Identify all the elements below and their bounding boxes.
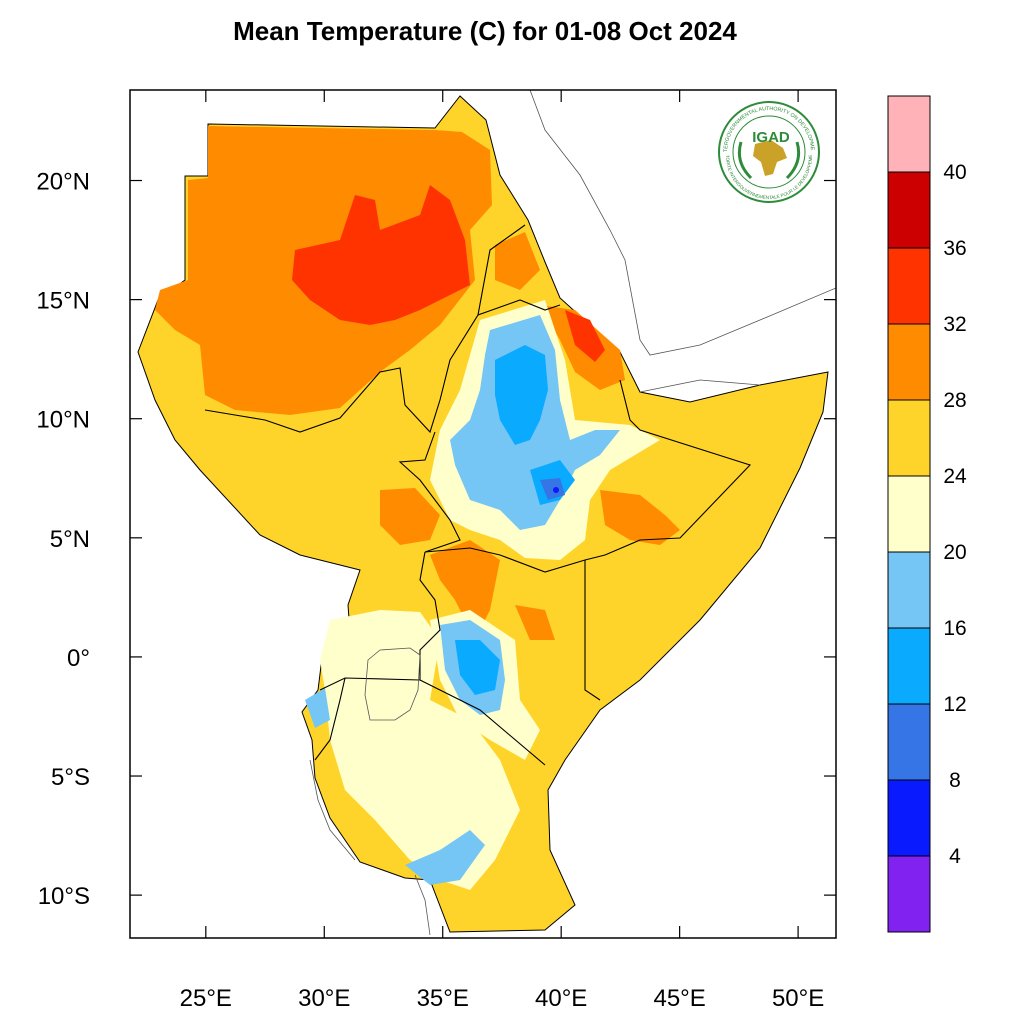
neighbour-outlines: [309, 90, 836, 936]
africa-map-icon: [753, 140, 787, 176]
colorbar-swatch: [887, 399, 931, 477]
map-title: Mean Temperature (C) for 01-08 Oct 2024: [233, 16, 737, 46]
lat-tick-label: 5°S: [51, 764, 90, 791]
colorbar-label: 40: [943, 161, 966, 184]
laurel-icon: [737, 141, 801, 180]
lon-tick-label: 50°E: [772, 985, 824, 1012]
colorbar-label: 8: [949, 769, 961, 792]
zone-28-32-somali: [600, 490, 680, 545]
colorbar-swatch: [887, 247, 931, 325]
lon-tick-label: 45°E: [653, 985, 705, 1012]
colorbar-label: 36: [943, 237, 966, 260]
zone-16-20-tanzania: [405, 830, 485, 885]
lat-tick-label: 0°: [67, 645, 90, 672]
lat-tick-label: 20°N: [36, 169, 90, 196]
colorbar-swatch: [887, 703, 931, 781]
igad-logo: INTERGOVERNMENTAL AUTHORITY ON DEVELOPME…: [718, 101, 820, 203]
colorbar-label: 28: [943, 389, 966, 412]
colorbar-label: 24: [943, 465, 967, 488]
lon-tick-label: 30°E: [298, 985, 350, 1012]
zone-32-36-danakil: [565, 310, 605, 362]
lon-tick-label: 25°E: [180, 985, 232, 1012]
colorbar-label: 32: [943, 313, 966, 336]
colorbar-swatch: [887, 475, 931, 553]
colorbar: 40 36 32 28 24 20 16 12 8 4: [887, 95, 967, 933]
colorbar-label: 12: [943, 693, 966, 716]
colorbar-label: 16: [943, 617, 966, 640]
lat-tick-label: 10°N: [36, 407, 90, 434]
zone-12-16-kenya: [455, 640, 500, 695]
zone-16-20-rwanda: [305, 688, 330, 728]
plot-frame: [129, 89, 837, 939]
colorbar-swatch: [887, 855, 931, 933]
zone-8-12-ethiopia: [540, 478, 565, 500]
zone-28-32-kenya: [430, 540, 500, 640]
longitude-axis: 25°E 30°E 35°E 40°E 45°E 50°E: [180, 90, 824, 1012]
colorbar-label: 20: [943, 541, 966, 564]
zone-32-36-sahara: [292, 185, 470, 325]
colorbar-swatch: [887, 171, 931, 249]
lat-tick-label: 5°N: [50, 526, 90, 553]
map-layers: [137, 90, 836, 936]
zone-20-24-lakes: [320, 610, 520, 890]
colorbar-swatch: [887, 95, 931, 173]
logo-inner-ring: [732, 115, 806, 189]
lat-tick-label: 10°S: [38, 883, 90, 910]
lon-tick-label: 40°E: [535, 985, 587, 1012]
latitude-axis: 20°N 15°N 10°N 5°N 0° 5°S 10°S: [36, 169, 836, 910]
zone-4-8-ethiopia: [553, 487, 559, 493]
lat-tick-label: 15°N: [36, 288, 90, 315]
zone-28-32-south: [380, 488, 440, 545]
lon-tick-label: 35°E: [417, 985, 469, 1012]
colorbar-label: 4: [949, 845, 961, 868]
zone-28-32-eritrea: [495, 232, 540, 290]
colorbar-swatch: [887, 323, 931, 401]
zone-12-16-ethiopia: [495, 345, 548, 445]
zone-28-32-kenya2: [515, 605, 555, 640]
country-borders: [204, 224, 752, 766]
colorbar-swatch: [887, 551, 931, 629]
colorbar-swatch: [887, 627, 931, 705]
colorbar-swatch: [887, 779, 931, 857]
logo-abbrev: IGAD: [752, 129, 790, 146]
